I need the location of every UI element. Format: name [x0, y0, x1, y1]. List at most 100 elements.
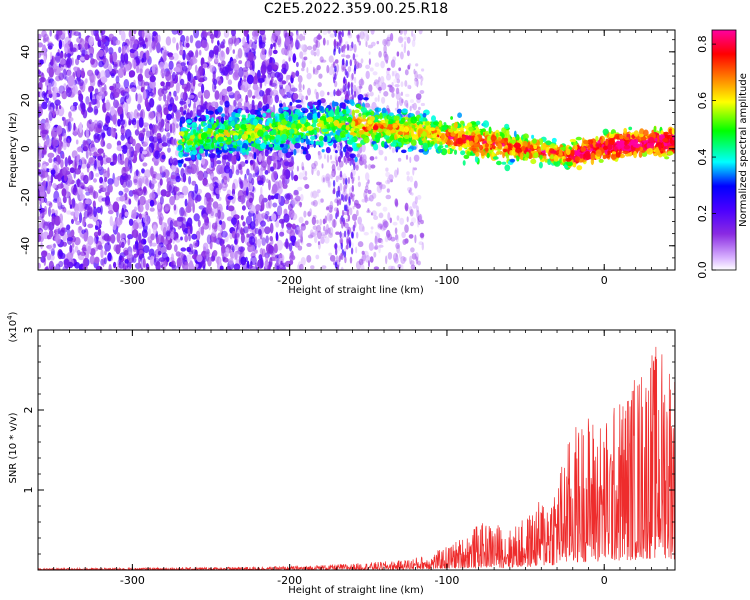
heatmap-speckle: [268, 179, 271, 191]
heatmap-speckle: [58, 39, 63, 50]
heatmap-speckle: [375, 80, 380, 89]
heatmap-speckle: [255, 30, 260, 35]
heatmap-speckle: [179, 44, 184, 52]
heatmap-speckle: [139, 195, 146, 206]
heatmap-speckle: [51, 208, 55, 215]
heatmap-speckle: [107, 210, 114, 215]
heatmap-speckle: [121, 214, 125, 220]
heatmap-speckle: [40, 197, 44, 203]
heatmap-speckle: [127, 267, 130, 270]
heatmap-speckle: [117, 154, 121, 165]
heatmap-speckle: [252, 213, 256, 223]
heatmap-speckle: [128, 147, 134, 152]
heatmap-speckle: [394, 256, 399, 264]
heatmap-speckle: [167, 147, 171, 153]
heatmap-speckle: [180, 236, 183, 241]
heatmap-speckle: [71, 150, 78, 159]
heatmap-speckle: [240, 227, 243, 236]
heatmap-speckle: [360, 154, 362, 162]
heatmap-speckle: [303, 56, 308, 61]
heatmap-signal-cell: [329, 132, 334, 136]
heatmap-speckle: [263, 36, 267, 41]
heatmap-speckle: [301, 51, 307, 55]
heatmap-speckle: [185, 52, 192, 61]
heatmap-signal-cell: [321, 149, 325, 153]
heatmap-speckle: [257, 78, 265, 83]
heatmap-signal-cell: [352, 147, 359, 152]
heatmap-signal-cell: [357, 119, 363, 123]
heatmap-speckle: [54, 215, 61, 226]
heatmap-speckle: [142, 128, 146, 133]
heatmap-speckle: [89, 71, 93, 78]
heatmap-speckle: [175, 111, 182, 120]
heatmap-speckle: [38, 150, 42, 162]
heatmap-speckle: [400, 81, 404, 88]
heatmap-speckle: [238, 66, 244, 78]
heatmap-speckle: [67, 155, 72, 166]
heatmap-speckle: [283, 213, 290, 223]
heatmap-speckle: [265, 211, 270, 216]
heatmap-speckle: [78, 182, 85, 187]
heatmap-speckle: [352, 213, 358, 221]
heatmap-signal-cell: [196, 153, 201, 160]
heatmap-speckle: [315, 254, 320, 260]
heatmap-speckle: [142, 258, 146, 268]
heatmap-speckle: [140, 110, 143, 120]
heatmap-speckle: [72, 102, 78, 107]
heatmap-speckle: [333, 89, 336, 97]
heatmap-speckle: [137, 222, 144, 229]
heatmap-signal-cell: [498, 143, 503, 149]
heatmap-signal-cell: [294, 142, 301, 149]
heatmap-speckle: [333, 168, 336, 176]
heatmap-speckle: [352, 224, 356, 232]
heatmap-speckle: [267, 163, 271, 174]
heatmap-speckle: [215, 237, 223, 245]
heatmap-speckle: [85, 96, 90, 105]
heatmap-speckle: [102, 152, 106, 159]
heatmap-speckle: [221, 230, 228, 238]
heatmap-speckle: [223, 165, 231, 174]
heatmap-speckle: [173, 90, 177, 97]
heatmap-speckle: [409, 105, 412, 112]
heatmap-speckle: [378, 212, 384, 219]
heatmap-speckle: [240, 214, 244, 221]
heatmap-speckle: [374, 231, 379, 236]
heatmap-speckle: [234, 239, 238, 245]
heatmap-speckle: [87, 161, 91, 169]
heatmap-speckle: [369, 156, 375, 161]
heatmap-speckle: [141, 168, 145, 174]
heatmap-speckle: [385, 167, 389, 172]
heatmap-speckle: [258, 35, 263, 45]
heatmap-speckle: [347, 177, 351, 184]
heatmap-speckle: [260, 220, 266, 227]
heatmap-speckle: [54, 99, 61, 106]
heatmap-speckle: [119, 195, 126, 202]
heatmap-speckle: [93, 135, 101, 143]
heatmap-signal-cell: [343, 146, 347, 153]
heatmap-speckle: [287, 49, 293, 58]
heatmap-speckle: [211, 230, 217, 237]
heatmap-speckle: [105, 115, 111, 124]
heatmap-speckle: [138, 259, 141, 269]
heatmap-speckle: [345, 177, 348, 185]
heatmap-speckle: [180, 247, 187, 252]
heatmap-speckle: [69, 204, 73, 209]
heatmap-speckle: [102, 141, 106, 147]
heatmap-speckle: [323, 225, 326, 232]
heatmap-speckle: [159, 61, 165, 70]
heatmap-speckle: [135, 222, 139, 230]
heatmap-speckle: [285, 194, 291, 201]
heatmap-speckle: [76, 67, 81, 78]
heatmap-speckle: [141, 30, 145, 39]
heatmap-speckle: [112, 83, 117, 93]
heatmap-speckle: [179, 78, 185, 86]
heatmap-speckle: [180, 167, 185, 178]
heatmap-speckle: [159, 178, 163, 186]
heatmap-speckle: [202, 242, 209, 251]
heatmap-speckle: [56, 196, 62, 207]
heatmap-speckle: [289, 160, 295, 167]
heatmap-speckle: [385, 171, 391, 178]
heatmap-speckle: [191, 180, 197, 186]
heatmap-speckle: [350, 231, 354, 239]
heatmap-speckle: [86, 205, 93, 216]
